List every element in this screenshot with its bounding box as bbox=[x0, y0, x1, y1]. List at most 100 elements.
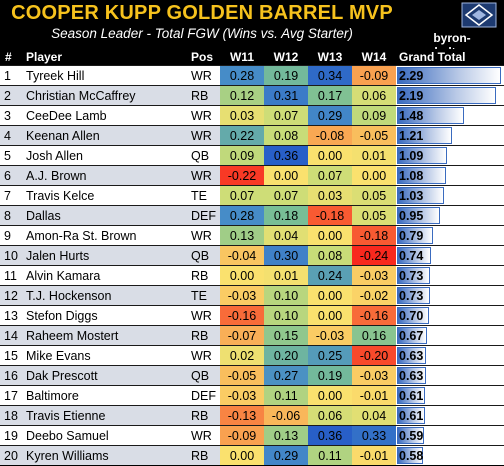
position-cell: WR bbox=[190, 125, 220, 146]
grand-total-cell: 0.79 bbox=[396, 225, 504, 246]
week-value-cell: 0.07 bbox=[308, 165, 352, 186]
table-row: 1 Tyreek Hill WR 0.28 0.19 0.34 -0.09 2.29 bbox=[0, 65, 504, 86]
week-value-cell: -0.04 bbox=[220, 245, 264, 266]
position-cell: DEF bbox=[190, 205, 220, 226]
total-bar bbox=[397, 427, 424, 444]
position-cell: TE bbox=[190, 185, 220, 206]
grand-total-value: 1.03 bbox=[399, 188, 424, 203]
grand-total-value: 0.61 bbox=[399, 408, 424, 423]
rank-cell: 20 bbox=[0, 445, 20, 465]
grand-total-cell: 0.67 bbox=[396, 325, 504, 346]
rank-cell: 9 bbox=[0, 225, 20, 246]
grand-total-cell: 0.58 bbox=[396, 445, 504, 465]
grand-total-cell: 2.29 bbox=[396, 65, 504, 86]
grand-total-cell: 0.63 bbox=[396, 365, 504, 386]
week-value-cell: 0.08 bbox=[264, 125, 308, 146]
grand-total-value: 0.61 bbox=[399, 388, 424, 403]
rank-cell: 7 bbox=[0, 185, 20, 206]
week-value-cell: -0.03 bbox=[352, 265, 396, 286]
table-row: 5 Josh Allen QB 0.09 0.36 0.00 0.01 1.09 bbox=[0, 145, 504, 166]
week-value-cell: 0.05 bbox=[352, 185, 396, 206]
week-value-cell: 0.07 bbox=[264, 105, 308, 126]
player-name-cell: Stefon Diggs bbox=[20, 305, 190, 326]
total-bar bbox=[397, 187, 444, 204]
total-bar bbox=[397, 307, 429, 324]
week-value-cell: -0.16 bbox=[220, 305, 264, 326]
week-value-cell: 0.00 bbox=[264, 165, 308, 186]
week-value-cell: -0.20 bbox=[352, 345, 396, 366]
week-value-cell: 0.17 bbox=[308, 85, 352, 106]
table-row: 11 Alvin Kamara RB 0.00 0.01 0.24 -0.03 0.73 bbox=[0, 265, 504, 286]
week-value-cell: 0.36 bbox=[264, 145, 308, 166]
col-header-w12: W12 bbox=[264, 49, 308, 66]
rank-cell: 13 bbox=[0, 305, 20, 326]
rank-cell: 15 bbox=[0, 345, 20, 366]
week-value-cell: 0.07 bbox=[264, 185, 308, 206]
week-value-cell: 0.19 bbox=[264, 65, 308, 86]
week-value-cell: -0.06 bbox=[264, 405, 308, 426]
week-value-cell: -0.02 bbox=[352, 285, 396, 306]
position-cell: QB bbox=[190, 365, 220, 386]
player-name-cell: CeeDee Lamb bbox=[20, 105, 190, 126]
table-row: 12 T.J. Hockenson TE -0.03 0.10 0.00 -0.02 0.73 bbox=[0, 285, 504, 306]
week-value-cell: 0.01 bbox=[352, 145, 396, 166]
week-value-cell: 0.03 bbox=[308, 185, 352, 206]
week-value-cell: 0.10 bbox=[264, 305, 308, 326]
week-value-cell: -0.18 bbox=[308, 205, 352, 226]
position-cell: DEF bbox=[190, 385, 220, 406]
week-value-cell: 0.36 bbox=[308, 425, 352, 446]
col-header-rank: # bbox=[0, 49, 20, 66]
total-bar bbox=[397, 167, 447, 184]
total-bar bbox=[397, 127, 452, 144]
player-name-cell: Christian McCaffrey bbox=[20, 85, 190, 106]
player-name-cell: Keenan Allen bbox=[20, 125, 190, 146]
grand-total-value: 0.74 bbox=[399, 248, 424, 263]
site-logo-icon bbox=[461, 2, 497, 28]
table-row: 10 Jalen Hurts QB -0.04 0.30 0.08 -0.24 0.74 bbox=[0, 245, 504, 266]
grand-total-value: 0.59 bbox=[399, 428, 424, 443]
week-value-cell: 0.20 bbox=[264, 345, 308, 366]
player-name-cell: Josh Allen bbox=[20, 145, 190, 166]
week-value-cell: 0.29 bbox=[264, 445, 308, 465]
week-value-cell: -0.13 bbox=[220, 405, 264, 426]
week-value-cell: -0.09 bbox=[352, 65, 396, 86]
leaderboard-table: # Player Pos W11 W12 W13 W14 Grand Total… bbox=[0, 49, 504, 465]
page-title: COOPER KUPP GOLDEN BARREL MVP bbox=[11, 2, 393, 24]
total-bar bbox=[397, 267, 431, 284]
week-value-cell: 0.33 bbox=[352, 425, 396, 446]
grand-total-cell: 2.19 bbox=[396, 85, 504, 106]
week-value-cell: 0.10 bbox=[264, 285, 308, 306]
player-name-cell: Dak Prescott bbox=[20, 365, 190, 386]
position-cell: RB bbox=[190, 85, 220, 106]
week-value-cell: 0.04 bbox=[264, 225, 308, 246]
grand-total-cell: 0.74 bbox=[396, 245, 504, 266]
grand-total-value: 0.70 bbox=[399, 308, 424, 323]
week-value-cell: 0.03 bbox=[220, 105, 264, 126]
page-subtitle: Season Leader - Total FGW (Wins vs. Avg … bbox=[51, 26, 353, 41]
week-value-cell: 0.12 bbox=[220, 85, 264, 106]
table-row: 2 Christian McCaffrey RB 0.12 0.31 0.17 0.06 2.… bbox=[0, 85, 504, 106]
col-header-player: Player bbox=[20, 49, 190, 66]
table-row: 13 Stefon Diggs WR -0.16 0.10 0.00 -0.16 0.70 bbox=[0, 305, 504, 326]
grand-total-value: 2.19 bbox=[399, 88, 424, 103]
week-value-cell: 0.06 bbox=[308, 405, 352, 426]
player-name-cell: Travis Kelce bbox=[20, 185, 190, 206]
week-value-cell: 0.31 bbox=[264, 85, 308, 106]
week-value-cell: 0.19 bbox=[308, 365, 352, 386]
total-bar bbox=[397, 227, 433, 244]
rank-cell: 6 bbox=[0, 165, 20, 186]
rank-cell: 17 bbox=[0, 385, 20, 406]
position-cell: WR bbox=[190, 165, 220, 186]
total-bar bbox=[397, 387, 425, 404]
week-value-cell: 0.04 bbox=[352, 405, 396, 426]
total-bar bbox=[397, 147, 447, 164]
total-bar bbox=[397, 207, 441, 224]
total-bar bbox=[397, 407, 425, 424]
grand-total-value: 0.63 bbox=[399, 348, 424, 363]
position-cell: RB bbox=[190, 405, 220, 426]
player-name-cell: Raheem Mostert bbox=[20, 325, 190, 346]
week-value-cell: 0.34 bbox=[308, 65, 352, 86]
grand-total-cell: 1.09 bbox=[396, 145, 504, 166]
grand-total-cell: 0.73 bbox=[396, 285, 504, 306]
week-value-cell: 0.24 bbox=[308, 265, 352, 286]
